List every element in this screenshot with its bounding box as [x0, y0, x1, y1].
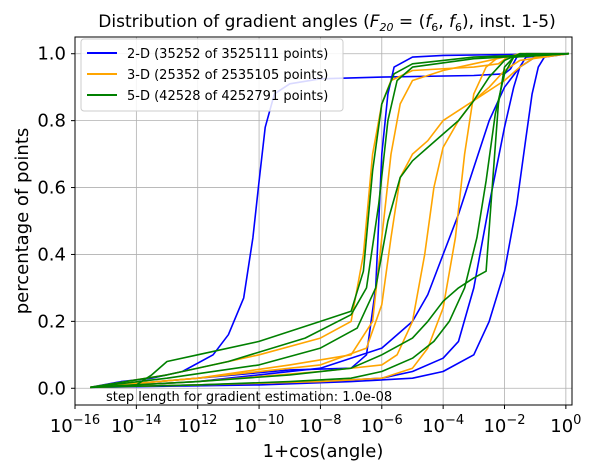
x-tick-label: 1012	[178, 413, 217, 437]
series-lines	[90, 52, 570, 389]
series-line	[90, 52, 569, 389]
x-axis-label: 1+cos(angle)	[263, 441, 384, 462]
y-tick-label: 0.0	[37, 378, 66, 399]
y-tick-label: 0.2	[37, 311, 66, 332]
chart-title: Distribution of gradient angles (F20 = (…	[98, 12, 555, 34]
legend-frame	[80, 38, 344, 112]
y-tick-label: 0.4	[37, 244, 66, 265]
series-group	[90, 52, 569, 389]
x-tick-label: 10−14	[111, 413, 161, 437]
legend-label: 5-D (42528 of 4252791 points)	[127, 89, 328, 104]
x-tick-label: 10−2	[483, 413, 525, 437]
x-tick-label: 10−16	[50, 413, 100, 437]
series-line	[90, 52, 570, 389]
plot-area-frame	[74, 36, 573, 406]
step-length-annotation: step length for gradient estimation: 1.0…	[106, 390, 392, 405]
legend: 2-D (35252 of 3525111 points) 3-D (25352 …	[80, 38, 344, 112]
legend-label: 3-D (25352 of 2535105 points)	[127, 68, 328, 83]
series-line	[90, 52, 569, 389]
axis-ticks: 10−16 10−14 1012 10−10 10−8 10−6 10−4 10−2 100 0.…	[37, 44, 581, 437]
x-tick-label: 10−8	[299, 413, 341, 437]
series-line	[90, 52, 569, 389]
x-tick-label: 100	[550, 413, 581, 437]
legend-label: 2-D (35252 of 3525111 points)	[127, 47, 328, 62]
x-tick-label: 10−10	[234, 413, 284, 437]
series-line	[90, 52, 569, 389]
series-line	[90, 52, 569, 389]
x-tick-label: 10−4	[422, 413, 464, 437]
y-tick-label: 0.8	[37, 111, 66, 132]
series-line	[90, 52, 569, 389]
y-tick-label: 0.6	[37, 178, 66, 199]
y-axis-label: percentage of points	[12, 128, 33, 315]
y-tick-label: 1.0	[37, 44, 66, 65]
series-line	[90, 52, 569, 389]
series-line	[90, 52, 569, 389]
x-tick-label: 10−6	[361, 413, 403, 437]
series-line	[90, 52, 569, 389]
